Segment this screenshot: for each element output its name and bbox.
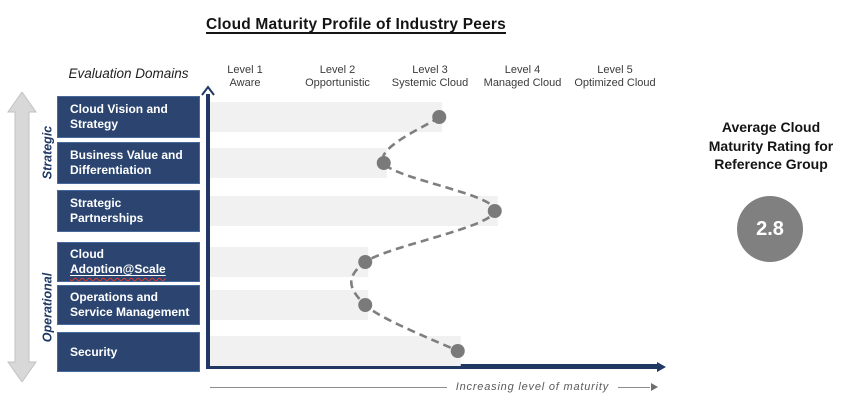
domain-box: Cloud Adoption@Scale bbox=[57, 242, 200, 282]
maturity-data-point bbox=[487, 204, 502, 218]
x-axis-line bbox=[206, 364, 658, 369]
average-rating-heading-line: Reference Group bbox=[714, 156, 828, 172]
y-axis-line bbox=[206, 94, 210, 368]
caption-text: Increasing level of maturity bbox=[455, 381, 609, 393]
maturity-data-point bbox=[450, 344, 465, 358]
maturity-plot bbox=[210, 102, 502, 366]
level-number: Level 5 bbox=[597, 64, 633, 76]
level-name: Aware bbox=[229, 77, 261, 89]
level-header: Level 4 Managed Cloud bbox=[463, 64, 583, 90]
average-rating-heading: Average Cloud Maturity Rating for Referenc… bbox=[692, 118, 850, 174]
maturity-bar bbox=[210, 336, 461, 366]
right-arrow-icon bbox=[651, 383, 658, 391]
level-name: Systemic Cloud bbox=[391, 77, 469, 89]
page-title: Cloud Maturity Profile of Industry Peers bbox=[206, 16, 506, 33]
level-name: Opportunistic bbox=[305, 77, 370, 89]
maturity-data-point bbox=[432, 110, 447, 124]
spellcheck-underline: Adoption@Scale bbox=[70, 262, 166, 276]
level-number: Level 3 bbox=[412, 64, 448, 76]
level-number: Level 2 bbox=[319, 64, 356, 76]
level-header: Level 5 Optimized Cloud bbox=[555, 64, 675, 90]
y-axis-arrow-tip-icon bbox=[201, 85, 215, 96]
level-name: Optimized Cloud bbox=[574, 77, 656, 89]
maturity-data-point bbox=[376, 156, 391, 170]
domain-box: Security bbox=[57, 332, 200, 372]
strategic-label: Strategic bbox=[40, 125, 55, 180]
level-name: Managed Cloud bbox=[483, 77, 562, 89]
x-axis-arrow-tip-icon bbox=[657, 361, 666, 372]
level-header: Level 2 Opportunistic bbox=[278, 64, 398, 90]
average-rating-badge: 2.8 bbox=[737, 196, 803, 262]
domain-label: Security bbox=[70, 344, 118, 359]
maturity-bar bbox=[210, 148, 387, 178]
level-header: Level 1 Aware bbox=[185, 64, 305, 90]
maturity-direction-caption: Increasing level of maturity bbox=[210, 379, 658, 395]
domain-label-word: Adoption@Scale bbox=[70, 262, 166, 276]
domain-label: Cloud Vision and Strategy bbox=[70, 102, 168, 131]
operational-label: Operational bbox=[40, 272, 55, 343]
domain-box: Cloud Vision and Strategy bbox=[57, 96, 200, 138]
domain-box: Operations and Service Management bbox=[57, 285, 200, 325]
maturity-data-point bbox=[358, 298, 373, 312]
domain-label: Strategic Partnerships bbox=[70, 196, 144, 225]
domain-label: Operations and Service Management bbox=[70, 290, 190, 319]
caption-trailing-line bbox=[618, 386, 650, 388]
average-rating-heading-line: Maturity Rating for bbox=[708, 137, 834, 154]
caption-leading-line bbox=[210, 386, 447, 388]
average-rating-value: 2.8 bbox=[756, 217, 784, 240]
maturity-bar bbox=[210, 247, 369, 277]
level-header: Level 3 Systemic Cloud bbox=[370, 64, 490, 90]
maturity-data-point bbox=[358, 255, 373, 269]
level-number: Level 1 bbox=[227, 64, 263, 76]
evaluation-domains-label: Evaluation Domains bbox=[68, 66, 189, 81]
domain-box: Business Value and Differentiation bbox=[57, 142, 200, 184]
maturity-bar bbox=[210, 290, 369, 320]
domain-box: Strategic Partnerships bbox=[57, 190, 200, 232]
domain-label: Cloud Adoption@Scale bbox=[70, 247, 166, 276]
maturity-bar bbox=[210, 102, 443, 132]
strategic-operational-arrow-icon bbox=[7, 92, 37, 382]
level-number: Level 4 bbox=[504, 64, 541, 76]
average-rating-heading-line: Average Cloud bbox=[721, 119, 821, 135]
domain-label: Business Value and Differentiation bbox=[70, 148, 183, 177]
maturity-bar bbox=[210, 196, 498, 226]
